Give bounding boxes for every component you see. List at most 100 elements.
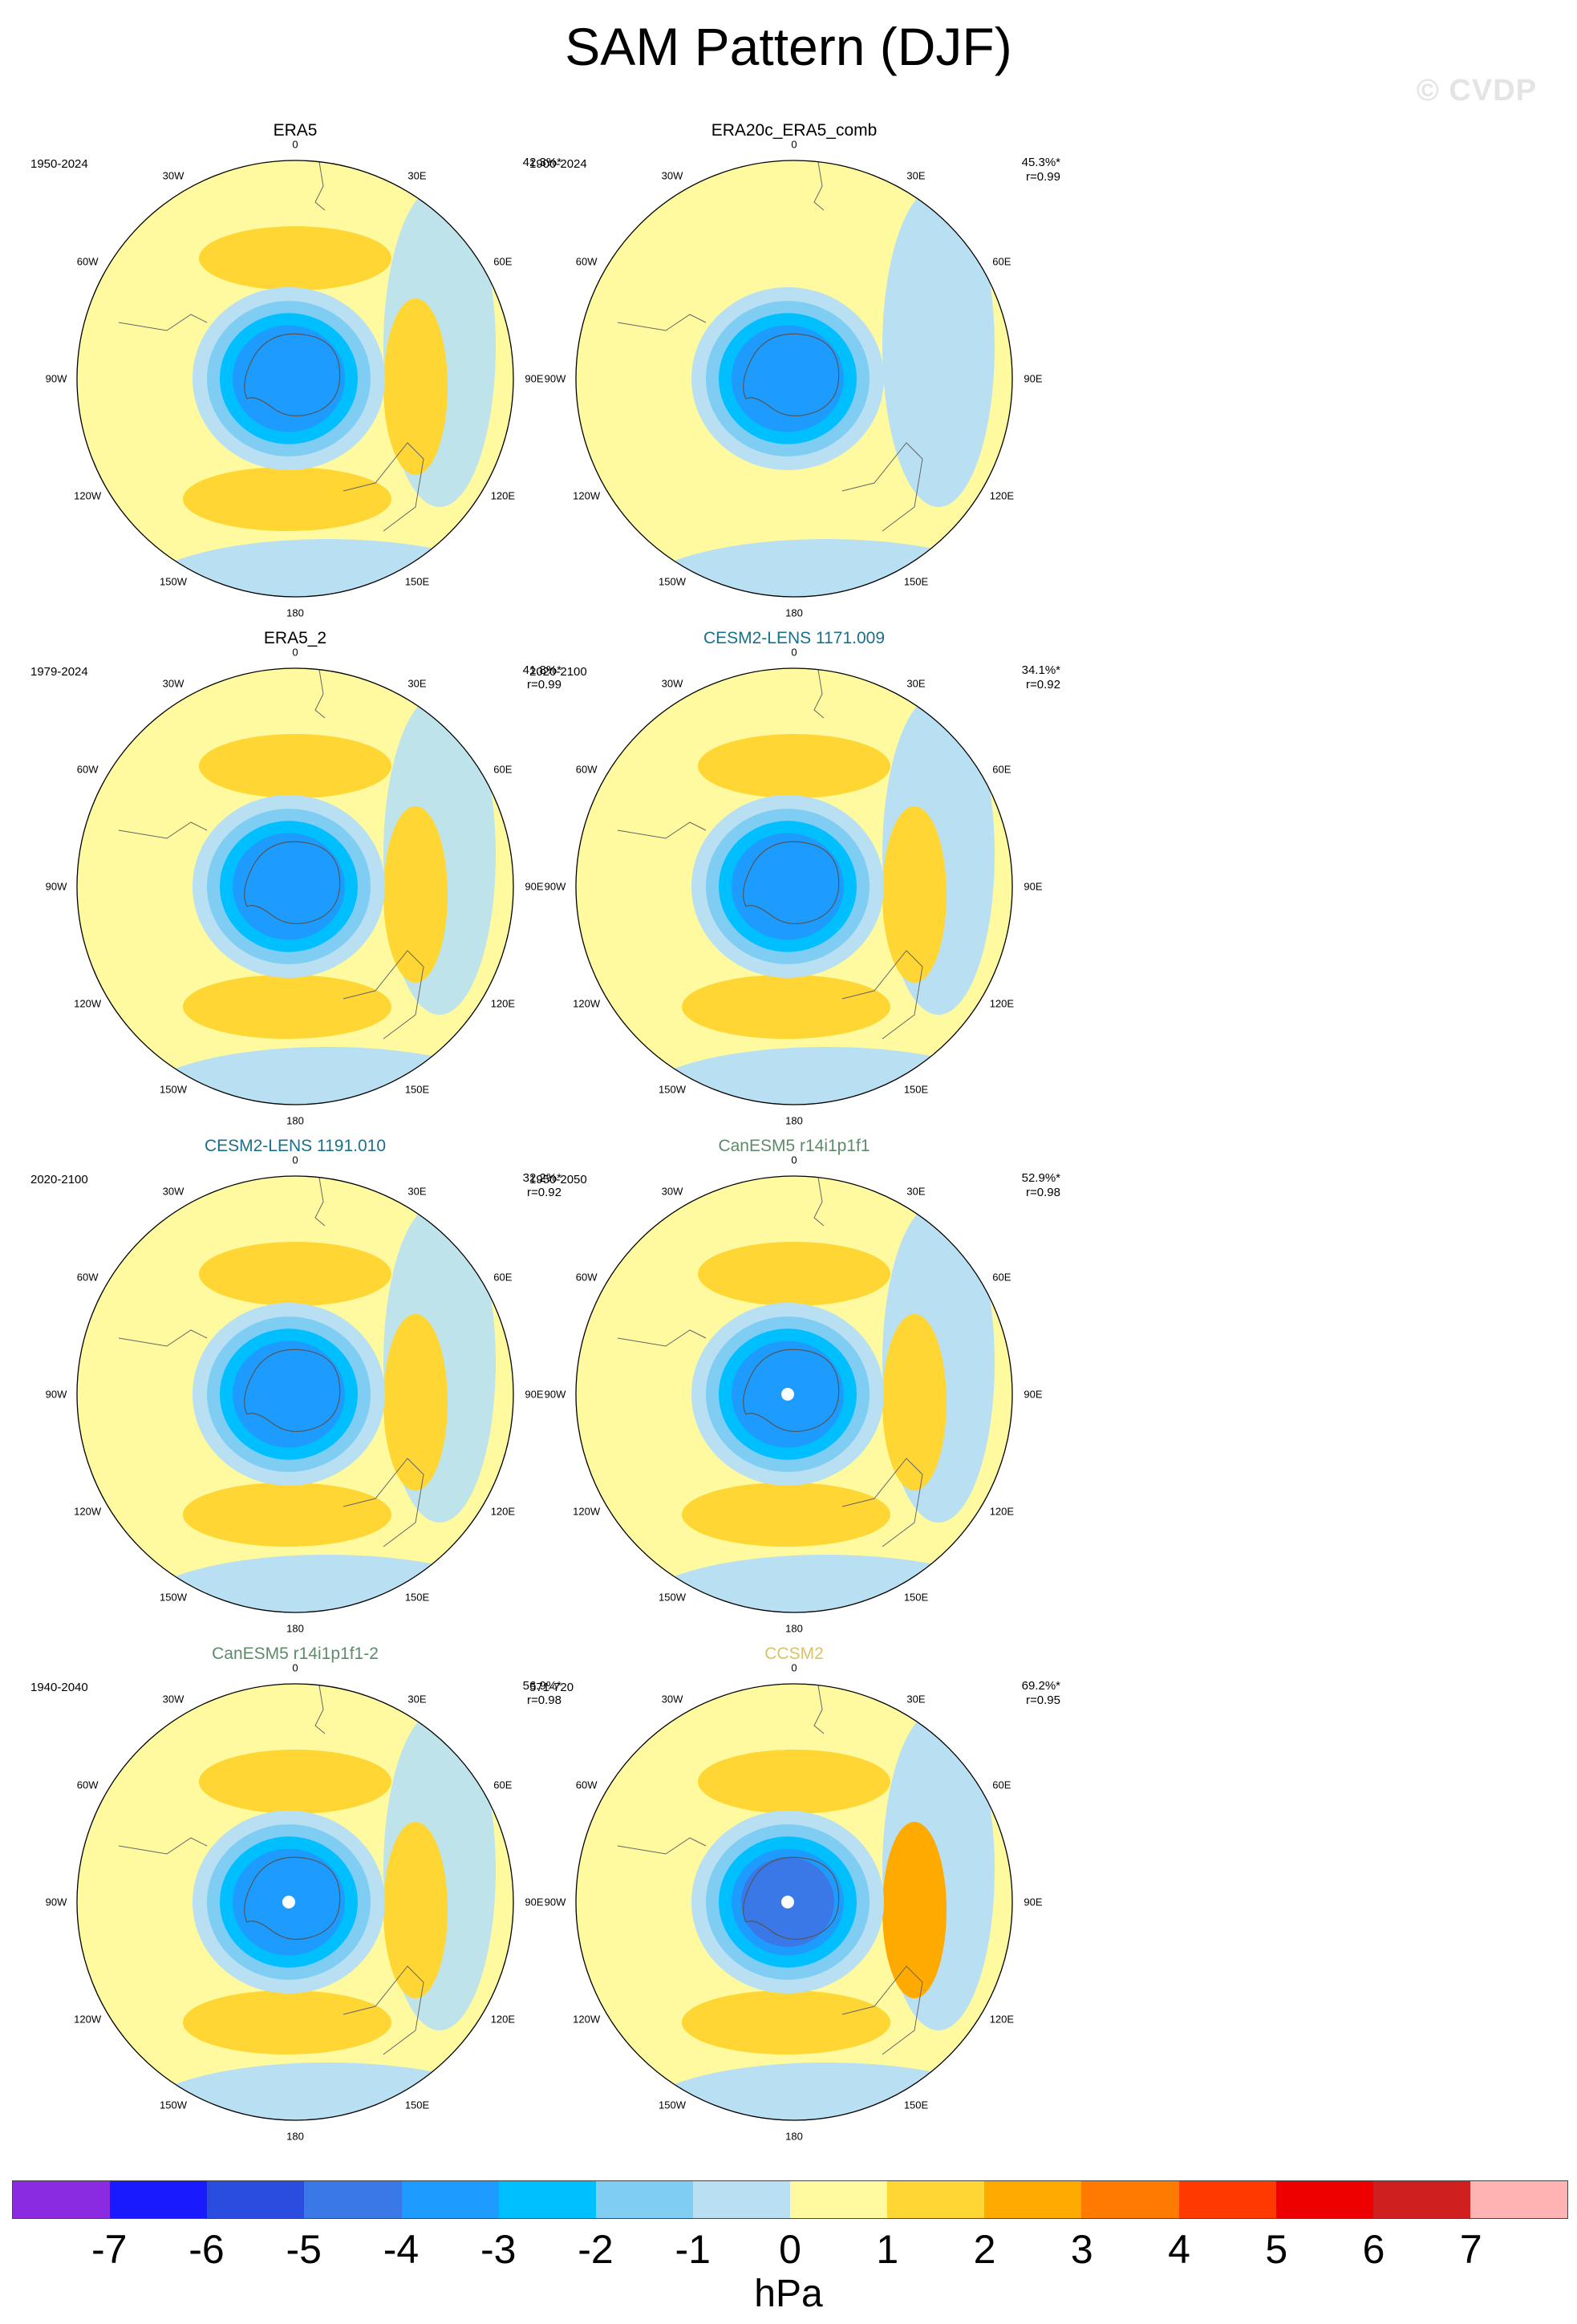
longitude-label: 150E (404, 575, 430, 588)
longitude-label: 120W (74, 997, 102, 1010)
panel-stats: 45.3%* r=0.99 (1022, 156, 1060, 185)
longitude-label: 0 (292, 1154, 298, 1166)
panel-title: CCSM2 (764, 1645, 824, 1663)
longitude-label: 120W (74, 2013, 102, 2026)
explained-variance: 32.2%* (522, 1171, 561, 1185)
longitude-label: 120W (573, 1505, 601, 1518)
longitude-label: 60W (76, 1271, 99, 1284)
colorbar-tick-label: -4 (383, 2227, 420, 2272)
longitude-label: 90W (45, 372, 67, 385)
pole-missing-data (781, 1388, 794, 1401)
longitude-label: 90E (525, 1388, 544, 1401)
panel-stats: 41.8%* r=0.99 (523, 663, 561, 692)
positive-lobe (882, 806, 947, 983)
longitude-label: 120W (573, 489, 601, 502)
longitude-label: 90W (544, 1388, 566, 1401)
longitude-label: 0 (791, 1154, 797, 1166)
africa-coastline (813, 1685, 825, 1734)
longitude-label: 90W (544, 880, 566, 893)
longitude-label: 150W (659, 2099, 686, 2111)
panel-title: CanESM5 r14i1p1f1 (718, 1137, 870, 1155)
longitude-label: 60W (76, 1778, 99, 1791)
longitude-label: 90E (525, 372, 544, 385)
positive-lobe (682, 1990, 890, 2054)
polar-map (76, 1175, 514, 1613)
colorbar-swatch (887, 2181, 985, 2218)
longitude-label: 120E (490, 997, 516, 1010)
longitude-label: 150W (160, 2099, 187, 2111)
longitude-label: 180 (785, 606, 803, 619)
polar-map (575, 1175, 1013, 1613)
pattern-correlation: r=0.99 (527, 678, 561, 692)
colorbar-swatch (595, 2181, 693, 2218)
longitude-label: 90W (45, 1388, 67, 1401)
longitude-label: 150E (903, 2099, 929, 2111)
colorbar-tick-label: 7 (1459, 2227, 1482, 2272)
map-boundary (575, 1683, 1013, 2121)
panel-period: 1940-2040 (30, 1681, 88, 1694)
africa-coastline (314, 1685, 326, 1734)
positive-lobe (383, 298, 448, 475)
africa-coastline (314, 1177, 326, 1227)
longitude-label: 30W (162, 1185, 184, 1198)
panel-title: ERA20c_ERA5_comb (711, 121, 878, 140)
longitude-label: 60W (575, 1778, 598, 1791)
longitude-label: 120W (74, 489, 102, 502)
longitude-label: 180 (785, 1114, 803, 1127)
positive-lobe (199, 1242, 391, 1306)
australia-coastline (841, 1458, 923, 1547)
longitude-label: 30E (407, 677, 427, 690)
colorbar-swatch (1178, 2181, 1276, 2218)
antarctica-coastline (244, 1856, 341, 1941)
longitude-label: 30E (407, 1185, 427, 1198)
longitude-label: 90E (1024, 1896, 1043, 1908)
longitude-label: 60E (493, 1271, 513, 1284)
africa-coastline (314, 161, 326, 211)
panel-period: 571-720 (529, 1681, 574, 1694)
longitude-label: 90W (544, 1896, 566, 1908)
longitude-label: 150W (659, 1591, 686, 1604)
longitude-label: 90E (1024, 880, 1043, 893)
longitude-label: 60E (992, 1778, 1011, 1791)
polar-negative-anomaly (233, 833, 345, 940)
longitude-label: 180 (785, 2130, 803, 2143)
longitude-label: 180 (286, 606, 304, 619)
colorbar-swatch (498, 2181, 596, 2218)
positive-lobe (882, 1822, 947, 1998)
longitude-label: 30W (661, 1185, 683, 1198)
polar-map (575, 160, 1013, 598)
colorbar-tick-label: 2 (973, 2227, 996, 2272)
longitude-label: 150E (903, 1083, 929, 1096)
positive-lobe (682, 1482, 890, 1547)
australia-coastline (343, 442, 424, 532)
south-america-coastline (617, 821, 707, 839)
colorbar-swatch (984, 2181, 1082, 2218)
map-panel: CCSM2 571-720 69.2%* r=0.95 0 30E 60E 90E 120E 15… (465, 1644, 1123, 2157)
antarctica-coastline (743, 333, 840, 417)
longitude-label: 180 (286, 1114, 304, 1127)
explained-variance: 69.2%* (1021, 1679, 1060, 1693)
colorbar-swatch (1470, 2181, 1567, 2218)
pattern-correlation: r=0.99 (1026, 170, 1060, 184)
panel-stats: 56.9%* r=0.98 (523, 1679, 561, 1708)
panel-period: 1979-2024 (30, 665, 88, 679)
colorbar-swatch (1372, 2181, 1470, 2218)
africa-coastline (813, 161, 825, 211)
map-boundary (575, 160, 1013, 598)
positive-lobe (383, 1822, 448, 1998)
australia-coastline (841, 442, 923, 532)
colorbar-swatch (207, 2181, 305, 2218)
colorbar-tick-label: -5 (286, 2227, 322, 2272)
longitude-label: 120W (573, 2013, 601, 2026)
longitude-label: 0 (292, 138, 298, 151)
positive-lobe (682, 975, 890, 1039)
positive-lobe (183, 467, 391, 531)
polar-negative-anomaly (732, 833, 844, 940)
colorbar-tick-label: 3 (1070, 2227, 1093, 2272)
longitude-label: 0 (791, 646, 797, 659)
longitude-label: 60E (493, 763, 513, 776)
colorbar-tick-label: 1 (876, 2227, 899, 2272)
polar-map (76, 1683, 514, 2121)
longitude-label: 180 (286, 1622, 304, 1635)
positive-lobe (383, 1314, 448, 1491)
